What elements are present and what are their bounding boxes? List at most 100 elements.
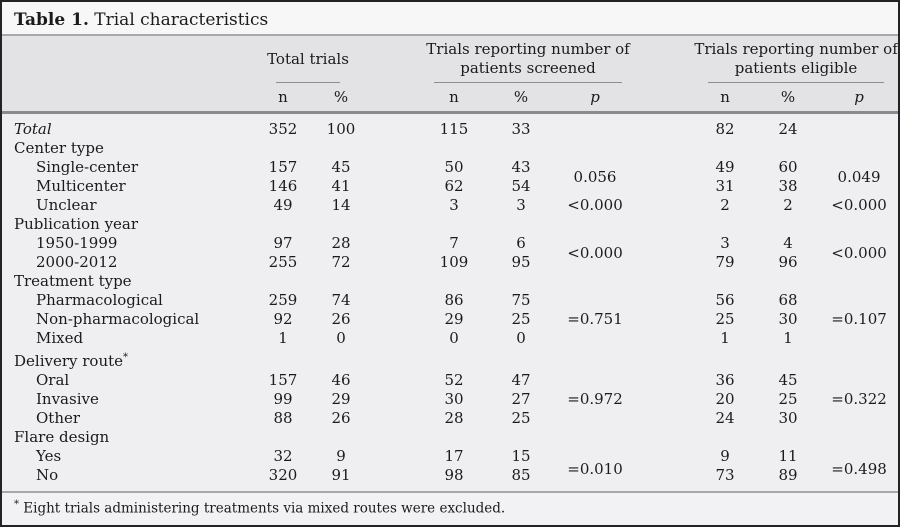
column-header-pct: % bbox=[316, 83, 366, 114]
cell-value: 68 bbox=[778, 291, 798, 309]
cell-value: 29 bbox=[331, 390, 351, 408]
group-underline bbox=[434, 82, 623, 83]
row-label-header-empty bbox=[2, 36, 250, 114]
spacer-cell bbox=[366, 447, 420, 466]
p-value-cell: <0.000 bbox=[831, 196, 887, 214]
row-label: Single-center bbox=[36, 158, 139, 176]
cell-value: 115 bbox=[439, 120, 469, 138]
spacer-cell bbox=[366, 291, 420, 310]
spacer-cell bbox=[366, 253, 420, 272]
cell-value: 28 bbox=[444, 409, 464, 427]
cell-value: 82 bbox=[715, 120, 735, 138]
cell-value: 38 bbox=[778, 177, 798, 195]
cell-value: 45 bbox=[778, 371, 798, 389]
row-label: Other bbox=[36, 409, 81, 427]
section-label: Center type bbox=[14, 139, 104, 157]
cell-value: 99 bbox=[273, 390, 293, 408]
cell-value: 41 bbox=[331, 177, 351, 195]
p-value-cell: =0.010 bbox=[567, 459, 623, 478]
column-group-header-row: Total trials Trials reporting number of … bbox=[2, 36, 898, 114]
spacer-cell bbox=[636, 329, 694, 348]
footnote: * Eight trials administering treatments … bbox=[2, 491, 898, 525]
cell-value: 15 bbox=[511, 447, 531, 465]
p-value-cell: <0.000 bbox=[567, 196, 623, 214]
cell-value: 320 bbox=[268, 466, 298, 484]
section-label: Treatment type bbox=[14, 272, 132, 290]
table-row: 1950-1999 97 28 7 6 <0.000 3 4 <0.000 bbox=[2, 234, 898, 262]
table-title: Table 1. Trial characteristics bbox=[2, 2, 898, 36]
row-label: Unclear bbox=[36, 196, 97, 214]
spacer-cell bbox=[636, 310, 694, 329]
footnote-text: Eight trials administering treatments vi… bbox=[19, 500, 506, 517]
cell-value: 95 bbox=[511, 253, 531, 271]
spacer-cell bbox=[636, 390, 694, 409]
column-header-pct: % bbox=[756, 83, 821, 114]
cell-value: 46 bbox=[331, 371, 351, 389]
cell-value: 86 bbox=[444, 291, 464, 309]
cell-value: 32 bbox=[273, 447, 293, 465]
cell-value: 27 bbox=[511, 390, 531, 408]
p-value-cell: =0.322 bbox=[831, 390, 887, 408]
column-header-p: p bbox=[820, 83, 898, 114]
cell-value: 0 bbox=[516, 329, 526, 347]
cell-value: 4 bbox=[783, 234, 793, 252]
cell-value: 47 bbox=[511, 371, 531, 389]
cell-value: 100 bbox=[326, 120, 356, 138]
table-row: Other 88 26 28 25 24 30 bbox=[2, 409, 898, 428]
cell-value: 54 bbox=[511, 177, 531, 195]
spacer-cell bbox=[636, 253, 694, 272]
cell-value: 9 bbox=[336, 447, 346, 465]
section-header-row: Publication year bbox=[2, 215, 898, 234]
cell-value: 26 bbox=[331, 409, 351, 427]
cell-value: 43 bbox=[511, 158, 531, 176]
cell-value: 96 bbox=[778, 253, 798, 271]
column-group-label: Total trials bbox=[267, 49, 349, 68]
spacer-cell bbox=[636, 158, 694, 177]
cell-value: 50 bbox=[444, 158, 464, 176]
spacer-column bbox=[636, 36, 695, 114]
spacer-cell bbox=[366, 409, 420, 428]
column-group-total-trials: Total trials bbox=[250, 36, 366, 83]
row-label: 2000-2012 bbox=[36, 253, 118, 271]
table-row: Single-center 157 45 50 43 0.056 49 60 0… bbox=[2, 158, 898, 186]
cell-value: 157 bbox=[268, 158, 298, 176]
section-label: Delivery route* bbox=[2, 348, 898, 371]
cell-value: 1 bbox=[783, 329, 793, 347]
row-label: Oral bbox=[36, 371, 70, 389]
cell-value: 17 bbox=[444, 447, 464, 465]
cell-value: 0 bbox=[336, 329, 346, 347]
spacer-column bbox=[366, 36, 420, 114]
group-underline bbox=[708, 82, 885, 83]
cell-value: 29 bbox=[444, 310, 464, 328]
cell-value: 36 bbox=[715, 371, 735, 389]
spacer-cell bbox=[636, 291, 694, 310]
cell-value: 31 bbox=[715, 177, 735, 195]
p-value-cell bbox=[820, 113, 898, 140]
table-row: Invasive 99 29 30 27 20 25 bbox=[2, 390, 898, 409]
cell-value: 25 bbox=[511, 409, 531, 427]
table-row-total: Total 352 100 115 33 82 24 bbox=[2, 113, 898, 140]
column-group-label: Trials reporting number of patients elig… bbox=[694, 40, 898, 77]
cell-value: 25 bbox=[778, 390, 798, 408]
spacer-cell bbox=[636, 234, 694, 253]
table-caption-text: Trial characteristics bbox=[88, 10, 269, 30]
cell-value: 259 bbox=[268, 291, 298, 309]
cell-value: 60 bbox=[778, 158, 798, 176]
cell-value: 2 bbox=[783, 196, 793, 214]
row-label: Invasive bbox=[36, 390, 99, 408]
cell-value: 56 bbox=[715, 291, 735, 309]
table-row: Multicenter 146 41 62 54 31 38 bbox=[2, 177, 898, 196]
spacer-cell bbox=[636, 196, 694, 215]
cell-value: 73 bbox=[715, 466, 735, 484]
p-value-cell: =0.107 bbox=[831, 310, 887, 328]
cell-value: 74 bbox=[331, 291, 351, 309]
cell-value: 146 bbox=[268, 177, 298, 195]
cell-value: 9 bbox=[720, 447, 730, 465]
column-subheader-row: n % n % p n % p bbox=[2, 83, 898, 114]
cell-value: 352 bbox=[268, 120, 298, 138]
p-value-cell: <0.000 bbox=[831, 243, 887, 262]
column-group-screened: Trials reporting number of patients scre… bbox=[420, 36, 637, 83]
p-value-cell: 0.056 bbox=[573, 167, 617, 186]
table-row: Pharmacological 259 74 86 75 =0.751 56 6… bbox=[2, 291, 898, 328]
cell-value: 109 bbox=[439, 253, 469, 271]
